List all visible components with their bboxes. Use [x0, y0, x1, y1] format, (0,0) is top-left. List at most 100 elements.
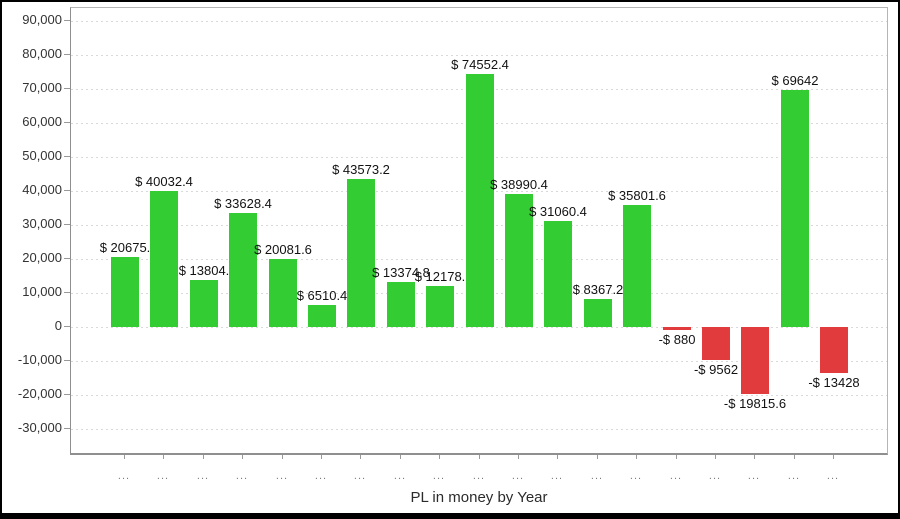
x-tick-mark [518, 455, 519, 459]
x-tick-mark [124, 455, 125, 459]
bar [150, 191, 178, 327]
x-tick-label: ... [708, 470, 722, 482]
y-tick-label: 40,000 [22, 182, 62, 197]
bar-value-label: $ 43573.2 [332, 162, 390, 177]
bar-value-label: $ 6510.4 [296, 288, 348, 303]
bar [111, 257, 139, 327]
y-tick-mark [64, 190, 70, 191]
bar [426, 286, 454, 327]
x-tick-label: ... [669, 470, 683, 482]
y-tick-label: 70,000 [22, 80, 62, 95]
x-tick-mark [360, 455, 361, 459]
gridline [71, 361, 887, 362]
bar [741, 327, 769, 394]
bar-value-label: $ 20081.6 [254, 242, 312, 257]
bar-value-label: $ 13804. [178, 263, 230, 278]
x-tick-label: ... [393, 470, 407, 482]
bar-value-label: -$ 13428 [808, 375, 860, 390]
y-tick-label: 0 [54, 318, 62, 333]
bar-value-label: $ 69642 [771, 73, 819, 88]
x-tick-mark [597, 455, 598, 459]
x-tick-mark [676, 455, 677, 459]
x-tick-label: ... [747, 470, 761, 482]
y-tick-mark [64, 360, 70, 361]
y-tick-mark [64, 20, 70, 21]
x-tick-label: ... [472, 470, 486, 482]
plot-area: $ 20675. $ 40032.4 $ 13804. $ 33628.4 $ 2008… [70, 7, 888, 455]
bar [466, 74, 494, 327]
axis-title: PL in money by Year [410, 489, 548, 506]
y-tick-mark [64, 292, 70, 293]
x-tick-label: ... [590, 470, 604, 482]
bar-value-label: $ 74552.4 [451, 57, 509, 72]
gridline [71, 327, 887, 328]
bar [623, 205, 651, 327]
x-tick-mark [833, 455, 834, 459]
x-tick-label: ... [826, 470, 840, 482]
x-tick-label: ... [353, 470, 367, 482]
y-tick-label: 90,000 [22, 12, 62, 27]
x-tick-label: ... [196, 470, 210, 482]
gridline [71, 395, 887, 396]
bar-value-label: $ 8367.2 [572, 282, 624, 297]
x-tick-mark [557, 455, 558, 459]
bar [308, 305, 336, 327]
x-tick-label: ... [156, 470, 170, 482]
x-tick-mark [163, 455, 164, 459]
bar-value-label: $ 33628.4 [214, 196, 272, 211]
bar [505, 194, 533, 327]
bar [820, 327, 848, 373]
x-tick-label: ... [432, 470, 446, 482]
y-tick-label: 60,000 [22, 114, 62, 129]
y-tick-mark [64, 122, 70, 123]
y-tick-mark [64, 156, 70, 157]
bar-value-label: -$ 19815.6 [723, 396, 787, 411]
x-tick-mark [439, 455, 440, 459]
bar [347, 179, 375, 327]
bar [387, 282, 415, 327]
bar-value-label: -$ 9562 [693, 362, 739, 377]
bar-value-label: $ 12178. [414, 269, 466, 284]
y-tick-label: -10,000 [17, 352, 62, 367]
x-tick-mark [794, 455, 795, 459]
y-tick-mark [64, 54, 70, 55]
y-tick-mark [64, 326, 70, 327]
x-tick-mark [282, 455, 283, 459]
y-tick-label: -20,000 [17, 386, 62, 401]
x-tick-label: ... [117, 470, 131, 482]
y-tick-label: 20,000 [22, 250, 62, 265]
y-tick-label: -30,000 [17, 420, 62, 435]
x-tick-mark [400, 455, 401, 459]
bar-value-label: $ 13374.8 [372, 265, 430, 280]
y-tick-label: 50,000 [22, 148, 62, 163]
y-tick-mark [64, 258, 70, 259]
x-tick-label: ... [550, 470, 564, 482]
gridline [71, 21, 887, 22]
bar [269, 259, 297, 327]
bar [229, 213, 257, 327]
bar-value-label: -$ 880 [658, 332, 696, 347]
y-tick-label: 10,000 [22, 284, 62, 299]
gridline [71, 429, 887, 430]
y-tick-mark [64, 224, 70, 225]
x-tick-label: ... [314, 470, 328, 482]
y-tick-label: 80,000 [22, 46, 62, 61]
x-tick-mark [754, 455, 755, 459]
bar-value-label: $ 38990.4 [490, 177, 548, 192]
y-tick-label: 30,000 [22, 216, 62, 231]
bar [190, 280, 218, 327]
bar-value-label: $ 35801.6 [608, 188, 666, 203]
bar [584, 299, 612, 327]
x-tick-label: ... [629, 470, 643, 482]
x-tick-mark [479, 455, 480, 459]
bar [702, 327, 730, 360]
bar [663, 327, 691, 330]
gridline [71, 55, 887, 56]
bar [544, 221, 572, 327]
bar-value-label: $ 40032.4 [135, 174, 193, 189]
x-tick-mark [715, 455, 716, 459]
y-tick-mark [64, 428, 70, 429]
x-tick-mark [321, 455, 322, 459]
bar-value-label: $ 31060.4 [529, 204, 587, 219]
